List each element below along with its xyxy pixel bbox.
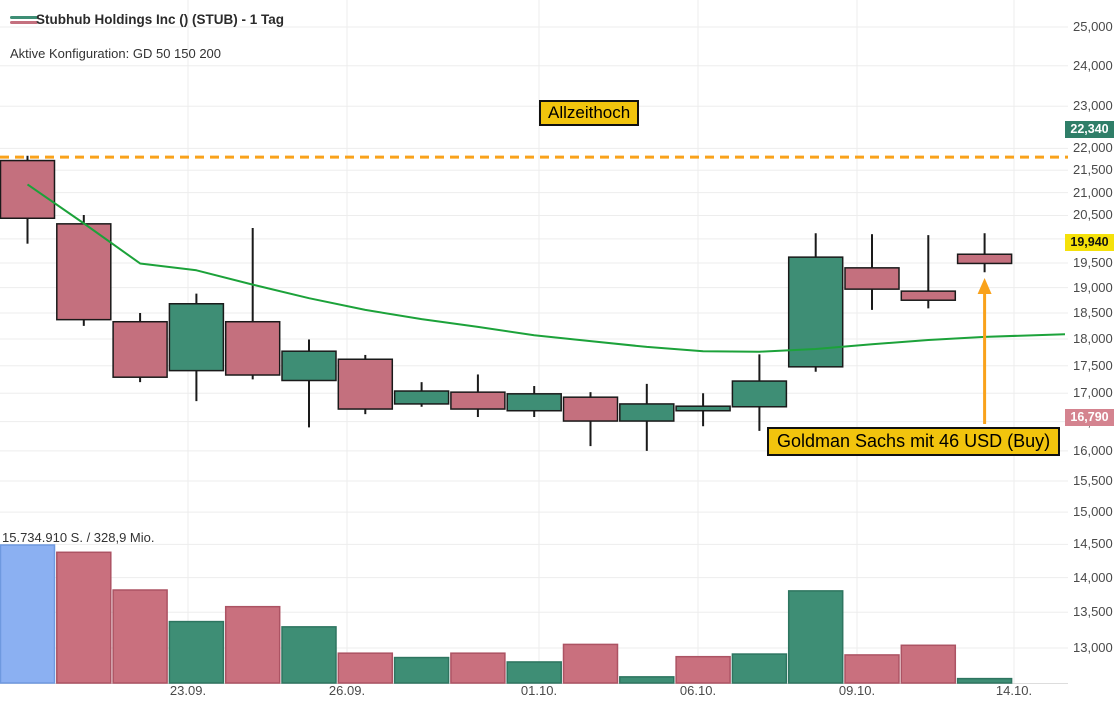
candle-body bbox=[281, 350, 337, 382]
annotation-arrow-head bbox=[977, 278, 992, 294]
candle-body bbox=[112, 320, 168, 378]
candle-body bbox=[956, 253, 1013, 265]
volume-bar bbox=[112, 589, 168, 684]
volume-bar bbox=[224, 605, 281, 684]
volume-bar bbox=[619, 676, 675, 684]
candle-body bbox=[562, 396, 619, 422]
price-tick-label: 23,000 bbox=[1073, 98, 1113, 114]
volume-bar bbox=[281, 626, 337, 684]
candle-body bbox=[450, 391, 506, 410]
candle-body bbox=[337, 358, 394, 410]
price-tick-label: 21,500 bbox=[1073, 162, 1113, 178]
candle-body bbox=[731, 380, 788, 408]
volume-bar bbox=[731, 653, 788, 684]
price-tick-label: 14,000 bbox=[1073, 569, 1113, 585]
volume-bar bbox=[675, 655, 731, 684]
price-tick-label: 20,500 bbox=[1073, 207, 1113, 223]
volume-bar bbox=[900, 644, 957, 684]
price-tick-label: 14,500 bbox=[1073, 536, 1113, 552]
active-configuration-label: Aktive Konfiguration: GD 50 150 200 bbox=[10, 46, 222, 61]
candle-body bbox=[168, 303, 225, 372]
price-tick-label: 19,000 bbox=[1073, 279, 1113, 295]
goldman-sachs-annotation[interactable]: Goldman Sachs mit 46 USD (Buy) bbox=[767, 427, 1061, 456]
volume-bar bbox=[956, 677, 1013, 684]
candle-body bbox=[506, 393, 562, 412]
price-tick-label: 17,500 bbox=[1073, 357, 1113, 373]
date-tick-label: 09.10. bbox=[838, 683, 876, 698]
price-tick-label: 17,000 bbox=[1073, 385, 1113, 401]
date-tick-label: 26.09. bbox=[328, 683, 366, 698]
volume-bar bbox=[562, 643, 619, 684]
price-tick-label: 24,000 bbox=[1073, 57, 1113, 73]
volume-bar bbox=[844, 654, 900, 684]
volume-bar bbox=[56, 551, 112, 684]
candle-body bbox=[619, 403, 675, 422]
date-tick-label: 01.10. bbox=[520, 683, 558, 698]
price-tick-label: 15,500 bbox=[1073, 472, 1113, 488]
candle-body bbox=[393, 390, 450, 405]
price-tick-label: 21,000 bbox=[1073, 184, 1113, 200]
date-tick-label: 23.09. bbox=[169, 683, 207, 698]
volume-bar bbox=[506, 661, 562, 684]
candle-body bbox=[56, 223, 112, 321]
price-tick-label: 13,500 bbox=[1073, 604, 1113, 620]
price-tick-label: 18,000 bbox=[1073, 330, 1113, 346]
price-tick-label: 19,500 bbox=[1073, 254, 1113, 270]
volume-bar bbox=[393, 656, 450, 684]
candle-body bbox=[0, 159, 56, 220]
volume-bar bbox=[168, 620, 225, 684]
candle-body bbox=[844, 267, 900, 290]
candle-body bbox=[900, 290, 957, 301]
allzeithoch-annotation[interactable]: Allzeithoch bbox=[539, 100, 640, 126]
candle-body bbox=[224, 320, 281, 376]
instrument-title: Stubhub Holdings Inc () (STUB) - 1 Tag bbox=[36, 12, 284, 27]
date-tick-label: 06.10. bbox=[679, 683, 717, 698]
price-badge: 19,940 bbox=[1065, 234, 1114, 251]
candle-body bbox=[675, 405, 731, 412]
price-badge: 16,790 bbox=[1065, 409, 1114, 426]
price-badge: 22,340 bbox=[1065, 121, 1114, 138]
price-tick-label: 16,000 bbox=[1073, 442, 1113, 458]
volume-bar bbox=[0, 544, 56, 684]
volume-bar bbox=[337, 652, 394, 684]
price-tick-label: 25,000 bbox=[1073, 19, 1113, 34]
price-tick-label: 13,000 bbox=[1073, 640, 1113, 656]
date-tick-label: 14.10. bbox=[995, 683, 1033, 698]
moving-average-line bbox=[26, 183, 1066, 353]
volume-bar bbox=[787, 590, 844, 684]
price-tick-label: 22,000 bbox=[1073, 140, 1113, 156]
price-tick-label: 15,000 bbox=[1073, 504, 1113, 520]
price-tick-label: 18,500 bbox=[1073, 304, 1113, 320]
candlestick-series-icon bbox=[10, 16, 38, 26]
volume-bar bbox=[450, 652, 506, 684]
volume-readout: 15.734.910 S. / 328,9 Mio. bbox=[2, 530, 155, 545]
